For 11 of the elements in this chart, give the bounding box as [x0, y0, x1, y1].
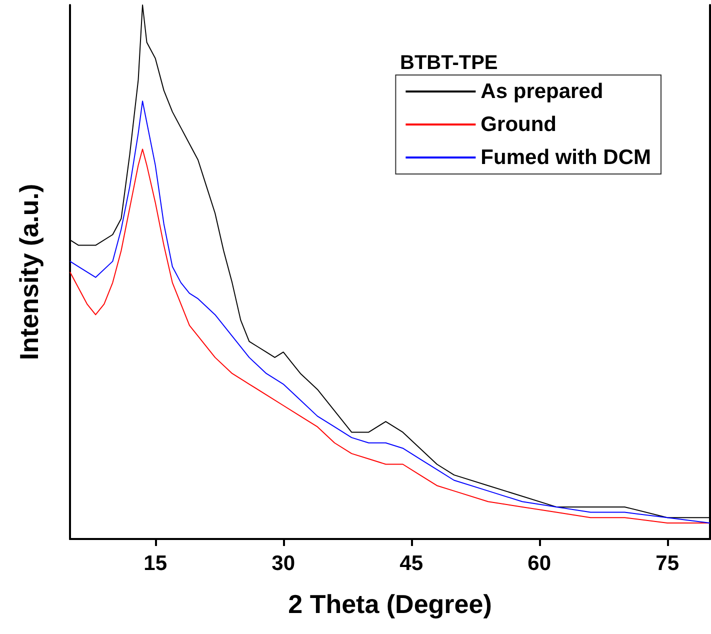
y-axis-title: Intensity (a.u.) — [14, 184, 44, 360]
x-tick-label: 45 — [400, 552, 424, 575]
x-tick-label: 15 — [144, 552, 168, 575]
legend-label: Fumed with DCM — [480, 146, 652, 169]
legend-title: BTBT-TPE — [400, 52, 498, 74]
x-tick-label: 30 — [272, 552, 296, 575]
x-tick-label: 60 — [528, 552, 552, 575]
legend-label: As prepared — [480, 80, 604, 103]
legend-label: Ground — [480, 113, 557, 136]
x-axis-title: 2 Theta (Degree) — [288, 589, 492, 619]
x-tick-label: 75 — [656, 552, 680, 575]
